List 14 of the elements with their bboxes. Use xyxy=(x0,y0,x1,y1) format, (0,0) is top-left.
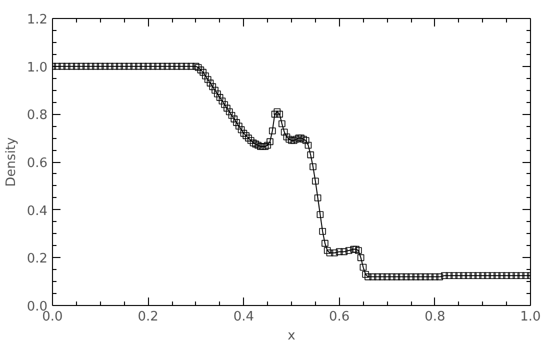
y-axis-title: Density xyxy=(4,136,19,187)
x-tick-label: 0.8 xyxy=(424,310,446,324)
x-tick-label: 0.2 xyxy=(138,310,158,324)
y-tick-label: 0.8 xyxy=(26,108,48,124)
x-axis-title: x xyxy=(288,328,296,344)
y-tick-label: 0.6 xyxy=(26,156,48,171)
x-tick-label: 0.0 xyxy=(42,310,63,324)
y-tick-label: 0.4 xyxy=(26,204,48,219)
x-tick-label: 0.6 xyxy=(328,310,350,324)
x-tick-label: 0.4 xyxy=(233,310,254,324)
y-tick-label: 1.0 xyxy=(26,60,48,76)
y-tick-label: 1.2 xyxy=(26,12,48,28)
y-tick-label: 0.2 xyxy=(26,252,48,267)
x-tick-label: 1.0 xyxy=(520,310,541,324)
